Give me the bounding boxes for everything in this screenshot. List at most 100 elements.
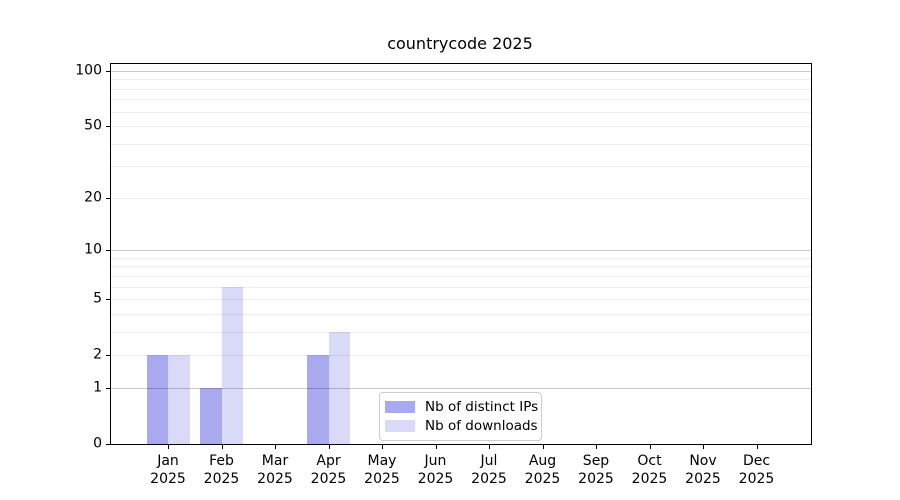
gridline-minor-40 — [111, 143, 811, 145]
x-tick-month-jun: Jun — [424, 453, 447, 469]
legend-entry-nb-of-distinct-ips: Nb of distinct IPs — [385, 397, 539, 417]
gridline-minor-50 — [111, 126, 811, 128]
x-tick-label-nov: Nov 2025 — [685, 452, 721, 488]
x-tick-label-aug: Aug 2025 — [525, 452, 561, 488]
x-tick-year-nov: 2025 — [685, 471, 721, 487]
y-tick-mark-100 — [106, 70, 110, 72]
gridline-minor-80 — [111, 88, 811, 90]
x-tick-mark-mar — [275, 445, 276, 449]
x-tick-month-aug: Aug — [528, 453, 557, 469]
x-tick-label-mar: Mar 2025 — [257, 452, 293, 488]
gridline-minor-6 — [111, 286, 811, 288]
x-tick-mark-oct — [649, 445, 651, 449]
x-tick-month-jul: Jul — [480, 453, 498, 469]
bar-nb-of-downloads-jan — [168, 355, 190, 444]
gridline-minor-20 — [111, 197, 811, 199]
legend: Nb of distinct IPs Nb of downloads — [379, 392, 542, 441]
gridline-major-100 — [111, 70, 811, 72]
x-tick-month-mar: Mar — [261, 453, 289, 469]
legend-label-nb-of-downloads: Nb of downloads — [425, 418, 538, 435]
y-tick-mark-10 — [106, 250, 110, 252]
y-tick-mark-1 — [106, 388, 110, 389]
y-tick-label-1: 1 — [93, 379, 102, 396]
gridline-minor-90 — [111, 79, 811, 81]
gridline-minor-70 — [111, 99, 811, 101]
x-tick-year-aug: 2025 — [524, 471, 561, 487]
gridline-minor-8 — [111, 266, 811, 268]
x-tick-mark-may — [382, 445, 383, 449]
bar-nb-of-distinct-ips-jan — [146, 355, 168, 444]
x-tick-year-mar: 2025 — [257, 471, 293, 487]
gridline-minor-3 — [111, 331, 811, 333]
x-tick-mark-dec — [756, 445, 758, 449]
y-tick-label-5: 5 — [93, 290, 102, 307]
bar-nb-of-distinct-ips-apr — [307, 355, 329, 444]
y-tick-label-2: 2 — [93, 346, 102, 363]
x-tick-year-feb: 2025 — [203, 471, 240, 487]
x-tick-month-nov: Nov — [689, 453, 717, 469]
y-tick-mark-5 — [106, 299, 110, 301]
x-tick-label-jul: Jul 2025 — [471, 452, 507, 488]
y-tick-mark-2 — [106, 355, 110, 357]
gridline-minor-7 — [111, 275, 811, 277]
axis-ticks-layer: 0 1 2 5 10 20 50 100 Jan 2025 Feb 2025 Mar 2025 Apr 202… — [75, 63, 811, 487]
x-tick-year-oct: 2025 — [631, 471, 668, 487]
bar-nb-of-distinct-ips-feb — [200, 387, 222, 444]
x-tick-month-feb: Feb — [209, 453, 234, 469]
y-tick-mark-50 — [106, 126, 110, 128]
x-tick-label-sep: Sep 2025 — [578, 452, 614, 488]
y-tick-label-20: 20 — [84, 189, 102, 206]
gridline-major-1 — [111, 388, 811, 389]
x-tick-year-jun: 2025 — [417, 471, 454, 487]
x-tick-year-jan: 2025 — [150, 471, 186, 487]
gridline-minor-5 — [111, 299, 811, 301]
x-tick-month-dec: Dec — [742, 453, 771, 469]
x-tick-month-jan: Jan — [157, 453, 179, 469]
x-tick-year-sep: 2025 — [578, 471, 614, 487]
gridline-minor-4 — [111, 313, 811, 315]
legend-swatch-nb-of-downloads — [385, 420, 415, 433]
x-tick-month-sep: Sep — [582, 453, 610, 469]
bar-nb-of-downloads-feb — [221, 286, 243, 444]
chart-title: countrycode 2025 — [387, 34, 533, 53]
x-tick-label-jan: Jan 2025 — [150, 452, 186, 488]
x-tick-mark-apr — [328, 445, 330, 449]
x-tick-mark-jul — [489, 445, 490, 449]
gridline-minor-30 — [111, 166, 811, 168]
gridline-minor-2 — [111, 355, 811, 357]
x-tick-mark-jan — [168, 445, 169, 449]
x-tick-month-oct: Oct — [637, 453, 662, 469]
bars-layer — [111, 64, 811, 444]
x-tick-label-feb: Feb 2025 — [204, 452, 240, 488]
y-tick-label-50: 50 — [84, 117, 102, 134]
x-tick-month-apr: Apr — [316, 453, 341, 469]
x-tick-month-may: May — [367, 453, 397, 469]
legend-entry-nb-of-downloads: Nb of downloads — [385, 417, 538, 437]
x-tick-label-apr: Apr 2025 — [311, 452, 347, 488]
x-tick-year-apr: 2025 — [310, 471, 347, 487]
plot-area: 0 1 2 5 10 20 50 100 Jan 2025 Feb 2025 Mar 2025 Apr 202… — [75, 63, 812, 487]
x-tick-label-dec: Dec 2025 — [739, 452, 775, 488]
x-tick-label-may: May 2025 — [364, 452, 400, 488]
legend-label-nb-of-distinct-ips: Nb of distinct IPs — [425, 398, 539, 415]
x-tick-year-jul: 2025 — [471, 471, 507, 487]
bar-nb-of-downloads-apr — [328, 331, 350, 444]
x-tick-mark-nov — [703, 445, 704, 449]
y-tick-mark-20 — [106, 197, 110, 199]
x-tick-mark-jun — [435, 445, 437, 449]
grid-layer — [111, 64, 811, 444]
x-tick-mark-sep — [596, 445, 597, 449]
gridline-minor-60 — [111, 111, 811, 113]
x-tick-year-dec: 2025 — [738, 471, 775, 487]
y-tick-mark-0 — [106, 444, 110, 445]
legend-swatch-nb-of-distinct-ips — [385, 400, 415, 413]
gridline-major-10 — [111, 250, 811, 252]
y-tick-label-100: 100 — [75, 62, 102, 79]
gridline-minor-9 — [111, 257, 811, 259]
y-tick-label-10: 10 — [84, 241, 102, 258]
x-tick-label-oct: Oct 2025 — [632, 452, 668, 488]
x-tick-label-jun: Jun 2025 — [418, 452, 454, 488]
y-tick-label-0: 0 — [93, 435, 102, 452]
x-tick-mark-aug — [542, 445, 544, 449]
